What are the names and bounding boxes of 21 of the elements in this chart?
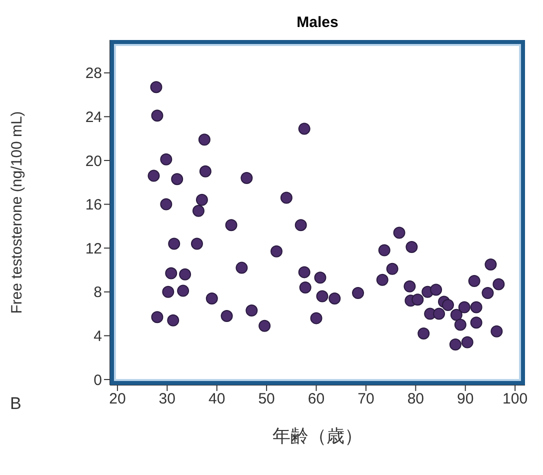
y-tick-label: 8 bbox=[94, 284, 102, 302]
x-tick-label: 60 bbox=[308, 390, 325, 408]
chart-title: Males bbox=[296, 14, 340, 31]
y-tick-label: 4 bbox=[94, 328, 102, 346]
x-tick-label: 50 bbox=[258, 390, 275, 408]
y-tick-label: 16 bbox=[85, 196, 102, 214]
y-tick-label: 20 bbox=[85, 152, 102, 170]
y-tick-label: 0 bbox=[94, 372, 102, 389]
text: B bbox=[10, 394, 22, 414]
x-tick-label: 40 bbox=[208, 390, 226, 408]
y-tick-label: 24 bbox=[85, 108, 102, 126]
x-tick-label: 100 bbox=[502, 390, 528, 408]
x-tick-label: 20 bbox=[109, 390, 126, 408]
x-tick-label: 90 bbox=[457, 390, 474, 408]
y-tick-label: 12 bbox=[85, 240, 102, 258]
x-tick-label: 30 bbox=[158, 390, 176, 408]
x-tick-label: 70 bbox=[358, 390, 374, 408]
y-tick-label: 28 bbox=[85, 65, 102, 82]
x-tick-label: 80 bbox=[407, 390, 424, 408]
y-axis-title: Free testosterone (ng/100 mL) bbox=[8, 111, 26, 314]
x-axis-title: 年齢（歳） bbox=[272, 425, 364, 448]
